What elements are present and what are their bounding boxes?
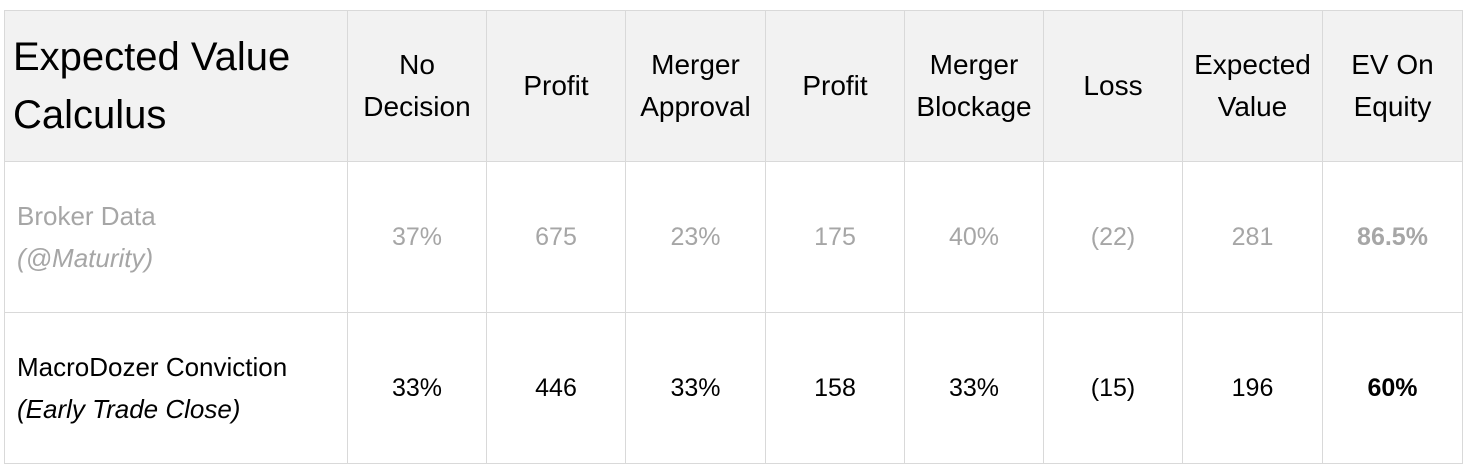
cell-loss: (15): [1043, 312, 1183, 464]
row-label-main: Broker Data: [17, 201, 156, 231]
row-label-sub: (@Maturity): [17, 243, 154, 273]
cell-ev-on-equity: 86.5%: [1322, 161, 1463, 313]
column-header-line: No: [399, 49, 435, 80]
column-header-line: Blockage: [916, 91, 1032, 122]
cell-merger-blockage: 40%: [904, 161, 1044, 313]
table-title-line2: Calculus: [13, 93, 167, 137]
table-row-macrodozer-conviction: MacroDozer Conviction (Early Trade Close…: [4, 312, 1463, 464]
column-header-line: Approval: [640, 91, 751, 122]
cell-expected-value: 281: [1182, 161, 1323, 313]
column-header-merger-approval: Merger Approval: [625, 10, 766, 162]
column-header-profit-1: Profit: [486, 10, 626, 162]
table-title-line1: Expected Value: [13, 35, 291, 79]
column-header-line: Decision: [363, 91, 471, 122]
cell-profit-1: 675: [486, 161, 626, 313]
column-header-line: Merger: [929, 49, 1019, 80]
table-title: Expected Value Calculus: [4, 10, 348, 162]
row-label-sub: (Early Trade Close): [17, 394, 241, 424]
column-header-line: Equity: [1353, 91, 1432, 122]
cell-merger-approval: 23%: [625, 161, 766, 313]
cell-no-decision: 37%: [347, 161, 487, 313]
cell-profit-1: 446: [486, 312, 626, 464]
expected-value-table: Expected Value Calculus No Decision Prof…: [4, 10, 1463, 464]
table-row-broker-data: Broker Data (@Maturity) 37% 675 23% 175 …: [4, 161, 1463, 313]
column-header-merger-blockage: Merger Blockage: [904, 10, 1044, 162]
column-header-loss: Loss: [1043, 10, 1183, 162]
column-header-expected-value: Expected Value: [1182, 10, 1323, 162]
cell-loss: (22): [1043, 161, 1183, 313]
column-header-no-decision: No Decision: [347, 10, 487, 162]
column-header-line: Profit: [523, 70, 589, 101]
row-label-main: MacroDozer Conviction: [17, 352, 288, 382]
cell-ev-on-equity: 60%: [1322, 312, 1463, 464]
column-header-line: Loss: [1083, 70, 1143, 101]
row-label: MacroDozer Conviction (Early Trade Close…: [4, 312, 348, 464]
column-header-line: EV On: [1351, 49, 1434, 80]
column-header-profit-2: Profit: [765, 10, 905, 162]
cell-merger-blockage: 33%: [904, 312, 1044, 464]
cell-no-decision: 33%: [347, 312, 487, 464]
cell-profit-2: 175: [765, 161, 905, 313]
column-header-line: Value: [1217, 91, 1288, 122]
column-header-line: Expected: [1194, 49, 1311, 80]
column-header-line: Merger: [651, 49, 740, 80]
column-header-ev-on-equity: EV On Equity: [1322, 10, 1463, 162]
cell-expected-value: 196: [1182, 312, 1323, 464]
column-header-line: Profit: [802, 70, 868, 101]
row-label: Broker Data (@Maturity): [4, 161, 348, 313]
cell-merger-approval: 33%: [625, 312, 766, 464]
cell-profit-2: 158: [765, 312, 905, 464]
header-row: Expected Value Calculus No Decision Prof…: [4, 10, 1463, 162]
